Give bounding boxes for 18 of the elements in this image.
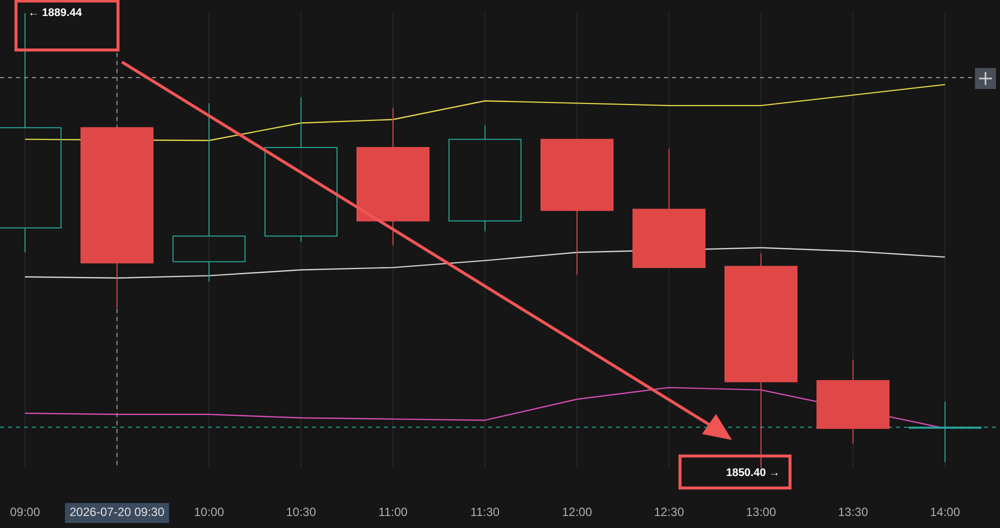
candlestick (448, 124, 522, 232)
x-tick-label: 11:00 (378, 505, 408, 520)
candlestick (816, 359, 890, 444)
annotation: ← 1889.44 (28, 6, 83, 19)
annotation: 1850.40 → (726, 466, 780, 479)
x-tick-label: 10:00 (194, 505, 224, 520)
x-tick-label: 11:30 (470, 505, 500, 520)
x-tick-label: 12:30 (654, 505, 684, 520)
candlestick (172, 102, 246, 282)
x-tick-label: 10:30 (286, 505, 316, 520)
x-tick-label: 12:00 (562, 505, 592, 520)
candlestick (264, 96, 338, 242)
x-tick-label: 2026-07-20 09:30 (70, 505, 165, 520)
x-tick-label: 09:00 (10, 505, 40, 520)
x-tick-label: 14:00 (930, 505, 960, 520)
candlestick (356, 107, 430, 246)
x-tick-label: 13:00 (746, 505, 776, 520)
x-tick-label: 13:30 (838, 505, 868, 520)
